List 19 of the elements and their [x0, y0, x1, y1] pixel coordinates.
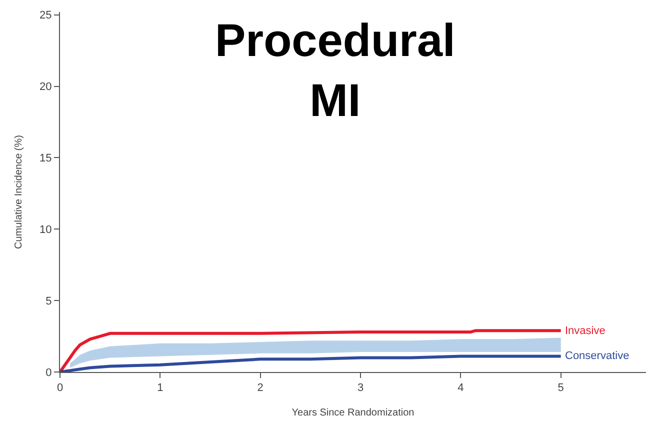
- y-tick-label: 15: [40, 152, 52, 165]
- text: Procedural MI: [215, 14, 456, 126]
- y-tick-label: 10: [40, 224, 52, 236]
- x-tick-label: 4: [458, 382, 464, 394]
- x-tick-label: 1: [157, 382, 164, 394]
- x-tick-label: 0: [56, 382, 64, 394]
- series-label: Conservative: [565, 350, 630, 362]
- x-axis-title: Years Since Randomization: [292, 408, 414, 419]
- line-series: [60, 329, 562, 372]
- series-label: Invasive: [565, 325, 606, 337]
- y-tick-label: 25: [40, 10, 52, 22]
- y-tick-label: 0: [46, 366, 52, 379]
- x-tick-label: 3: [357, 382, 364, 394]
- x-tick-label: 2: [257, 382, 264, 394]
- line-series: [60, 354, 562, 372]
- x-tick-label: 5: [558, 382, 564, 394]
- y-axis-title: Cumulative Incidence (%): [14, 135, 25, 249]
- y-tick-label: 5: [46, 295, 52, 308]
- y-tick-label: 20: [40, 81, 52, 94]
